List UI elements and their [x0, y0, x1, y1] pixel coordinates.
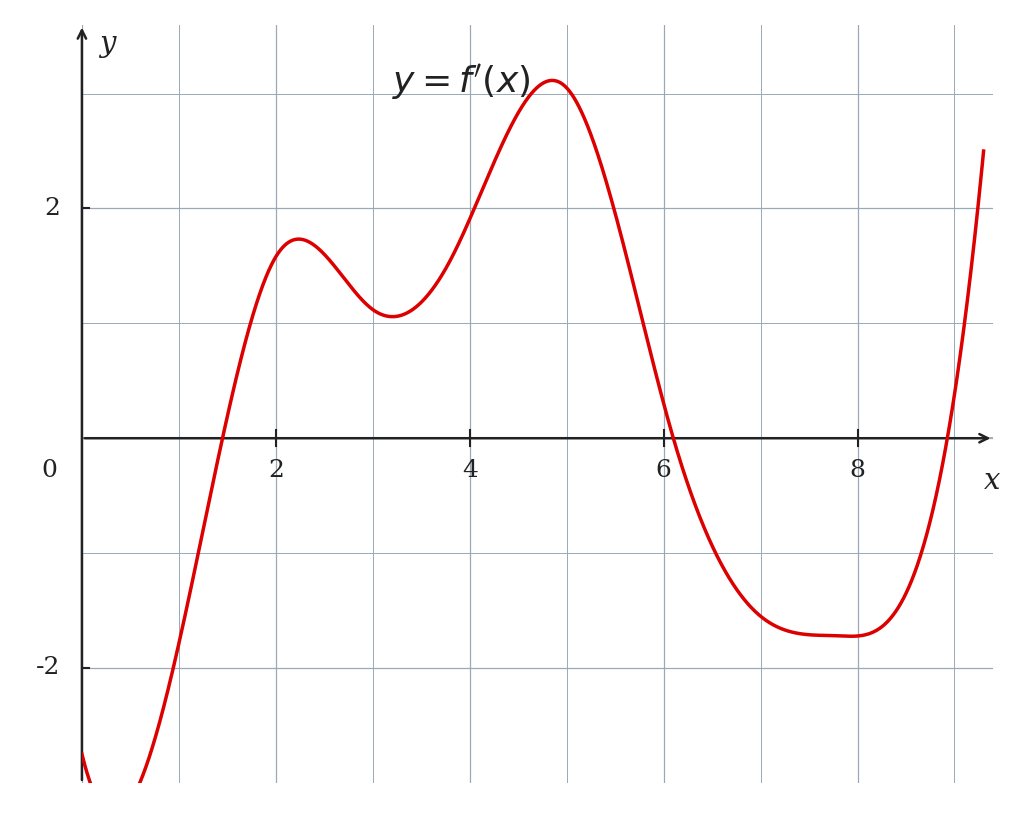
- Text: y: y: [99, 30, 116, 59]
- Text: -2: -2: [36, 657, 60, 680]
- Text: 6: 6: [655, 459, 672, 482]
- Text: 4: 4: [462, 459, 477, 482]
- Text: x: x: [984, 467, 1000, 495]
- Text: 8: 8: [850, 459, 865, 482]
- Text: 2: 2: [45, 197, 60, 220]
- Text: $y = f'(x)$: $y = f'(x)$: [392, 63, 530, 102]
- Text: 2: 2: [268, 459, 284, 482]
- Text: 0: 0: [42, 459, 57, 482]
